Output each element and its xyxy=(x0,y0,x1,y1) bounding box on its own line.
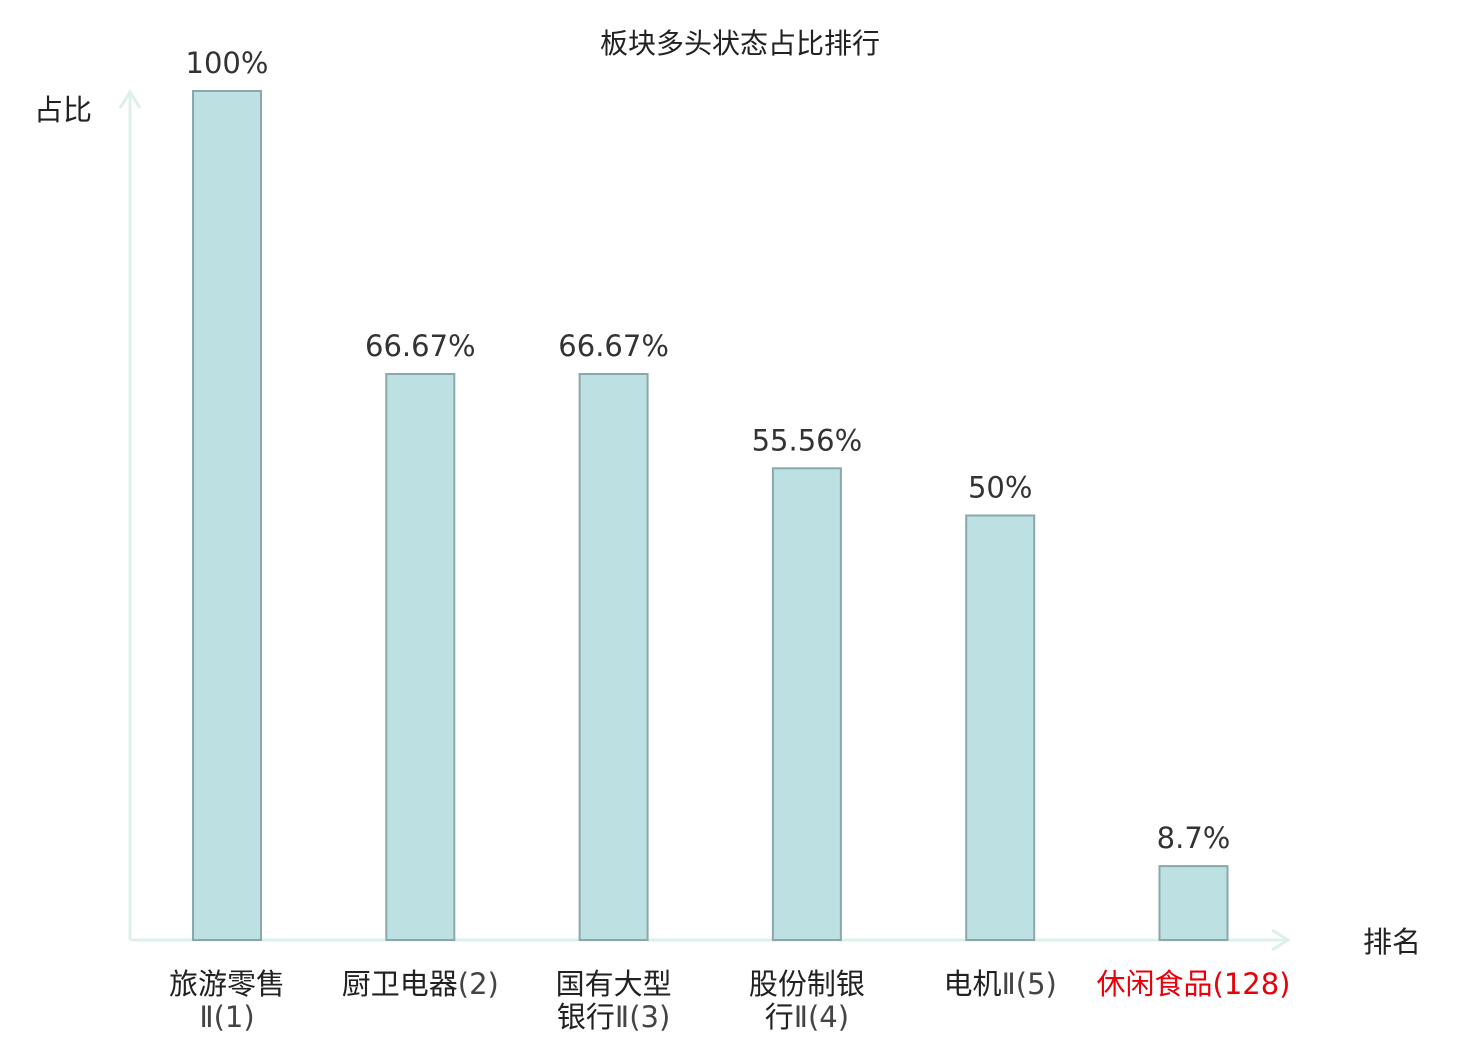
category-name: 电机 xyxy=(944,967,1002,1001)
y-axis: 占比 xyxy=(34,89,142,940)
category-tick-label: 厨卫电器(2) xyxy=(342,967,499,1001)
category-tick-label: 国有大型 xyxy=(556,967,672,1001)
bar-value-label: 66.67% xyxy=(558,329,669,363)
category-rank: (128) xyxy=(1213,967,1291,1001)
category-name: 股份制银 xyxy=(749,967,865,1001)
bar xyxy=(385,373,456,941)
category-rank: Ⅱ(3) xyxy=(615,1000,670,1034)
y-axis-arrow xyxy=(118,89,142,109)
x-axis-label: 排名 xyxy=(1363,925,1421,959)
category-tick-label: 银行Ⅱ(3) xyxy=(557,1000,670,1034)
data-labels: 100% 66.67% 66.67% 55.56% 50% 8.7% xyxy=(186,46,1231,855)
chart-title: 板块多头状态占比排行 xyxy=(600,27,880,60)
category-name: 银行 xyxy=(557,1000,615,1034)
category-tick-label: 旅游零售 xyxy=(169,967,285,1001)
category-name: 国有大型 xyxy=(556,967,672,1001)
category-tick-label: Ⅱ(1) xyxy=(199,1000,254,1034)
category-name: 行 xyxy=(765,1000,794,1034)
bar-value-label: 66.67% xyxy=(365,329,476,363)
bar xyxy=(192,90,262,941)
category-tick-label: 电机Ⅱ(5) xyxy=(944,967,1057,1001)
category-rank: Ⅱ(1) xyxy=(199,1000,254,1034)
bar-value-label: 100% xyxy=(186,46,269,80)
bar-series xyxy=(192,90,1229,941)
bar-value-label: 55.56% xyxy=(752,423,863,457)
category-name: 旅游零售 xyxy=(169,967,285,1001)
category-rank: Ⅱ(5) xyxy=(1002,967,1057,1001)
bar xyxy=(578,373,649,941)
x-axis: 排名 xyxy=(130,925,1421,959)
y-axis-label: 占比 xyxy=(34,93,92,127)
category-rank: (2) xyxy=(458,967,499,1001)
bar xyxy=(965,514,1036,941)
bar-value-label: 8.7% xyxy=(1157,821,1231,855)
category-name: 休闲食品 xyxy=(1097,967,1213,1001)
category-tick-label: 休闲食品(128) xyxy=(1097,967,1291,1001)
category-tick-label: 股份制银 xyxy=(749,967,865,1001)
bar xyxy=(1158,865,1229,941)
category-name: 厨卫电器 xyxy=(342,967,458,1001)
category-rank: Ⅱ(4) xyxy=(794,1000,849,1034)
category-tick-label: 行Ⅱ(4) xyxy=(765,1000,849,1034)
x-axis-arrow xyxy=(1271,928,1291,952)
bar-value-label: 50% xyxy=(968,471,1032,505)
bar xyxy=(771,467,842,941)
